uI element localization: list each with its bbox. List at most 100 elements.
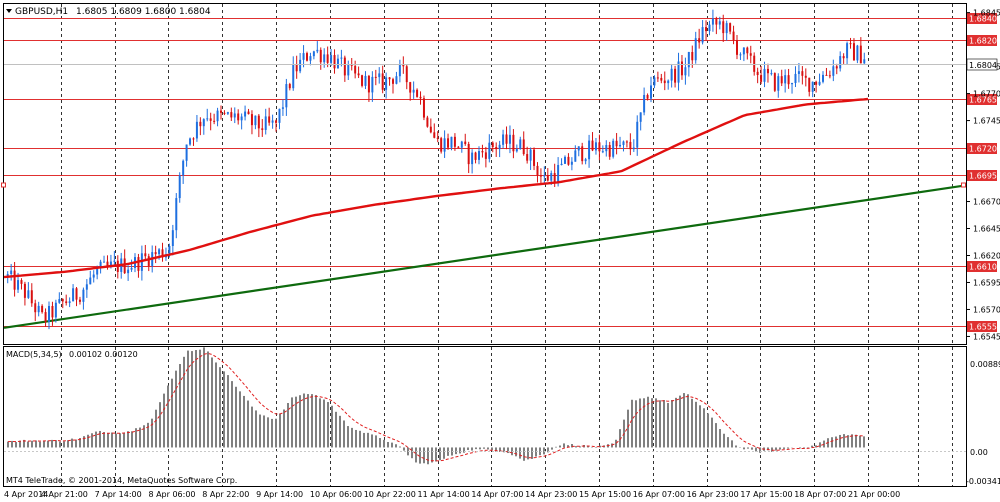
candle-body bbox=[828, 75, 831, 77]
candle-body bbox=[168, 245, 171, 255]
price-tick-label: 1.6745 bbox=[973, 117, 1000, 126]
candle-body bbox=[113, 260, 116, 262]
candle-body bbox=[763, 68, 766, 82]
level-anchor-left[interactable] bbox=[1, 182, 6, 188]
level-price-box bbox=[967, 35, 997, 46]
candle-body bbox=[347, 64, 350, 76]
candle-body bbox=[539, 175, 542, 177]
candle-body bbox=[433, 132, 436, 138]
candle-body bbox=[753, 55, 756, 72]
candle-body bbox=[436, 137, 439, 139]
candle-body bbox=[481, 151, 484, 153]
candle-body bbox=[605, 145, 608, 152]
candle-body bbox=[822, 74, 824, 82]
price-tick-label: 1.6670 bbox=[973, 198, 1000, 207]
candle-body bbox=[484, 152, 487, 159]
candle-body bbox=[619, 144, 622, 147]
candle-body bbox=[601, 151, 604, 153]
candle-body bbox=[471, 152, 474, 165]
candle-body bbox=[416, 89, 419, 97]
candle-body bbox=[233, 113, 236, 118]
candle-body bbox=[51, 305, 54, 318]
candle-body bbox=[58, 299, 61, 303]
candle-body bbox=[629, 141, 632, 150]
level-price-label: 1.6555 bbox=[969, 323, 997, 332]
level-price-box bbox=[967, 143, 997, 154]
candle-body bbox=[656, 77, 659, 79]
candle-body bbox=[643, 94, 646, 113]
candle-body bbox=[591, 140, 594, 151]
macd-label: MACD(5,34,5) bbox=[6, 350, 62, 359]
candle-body bbox=[536, 165, 539, 176]
level-anchor-right[interactable] bbox=[961, 182, 966, 188]
candle-body bbox=[508, 134, 511, 144]
candle-body bbox=[794, 73, 797, 84]
candle-body bbox=[687, 51, 690, 68]
candle-body bbox=[639, 112, 642, 122]
candle-body bbox=[694, 38, 697, 61]
macd-pane-frame bbox=[3, 346, 967, 487]
candle-body bbox=[285, 84, 288, 108]
candle-body bbox=[361, 75, 364, 86]
ma-line bbox=[3, 97, 869, 279]
level-price-label: 1.6720 bbox=[969, 145, 997, 154]
candle-body bbox=[41, 305, 44, 313]
symbol-dropdown-icon[interactable] bbox=[6, 9, 12, 13]
candle-body bbox=[82, 289, 85, 302]
candle-body bbox=[405, 66, 408, 83]
candle-body bbox=[698, 38, 701, 43]
candle-body bbox=[54, 302, 57, 318]
candle-body bbox=[650, 85, 652, 99]
candle-body bbox=[859, 45, 862, 64]
candle-body bbox=[65, 301, 68, 304]
candle-body bbox=[512, 134, 515, 152]
time-tick-label: 14 Apr 07:00 bbox=[471, 490, 523, 499]
candle-body bbox=[529, 149, 532, 161]
candle-body bbox=[577, 146, 580, 151]
candle-body bbox=[429, 126, 432, 133]
candle-body bbox=[343, 57, 346, 76]
candle-body bbox=[773, 73, 776, 91]
candle-body bbox=[804, 75, 807, 78]
candle-body bbox=[127, 269, 130, 274]
candle-body bbox=[670, 68, 673, 81]
candle-body bbox=[123, 258, 126, 274]
candle-body bbox=[185, 144, 188, 161]
candle-body bbox=[533, 149, 536, 166]
candle-body bbox=[171, 230, 174, 246]
candle-body bbox=[835, 66, 838, 69]
level-price-label: 1.6695 bbox=[969, 172, 997, 181]
time-tick-label: 17 Apr 15:00 bbox=[740, 490, 792, 499]
candle-body bbox=[732, 31, 735, 41]
candle-body bbox=[498, 144, 501, 150]
candle-body bbox=[378, 73, 381, 78]
trendline[interactable] bbox=[3, 184, 967, 329]
candle-body bbox=[257, 115, 260, 129]
candle-body bbox=[306, 53, 308, 61]
candle-body bbox=[567, 156, 570, 165]
candle-body bbox=[622, 141, 625, 145]
candle-body bbox=[711, 18, 714, 25]
candle-body bbox=[849, 43, 852, 45]
candle-body bbox=[409, 82, 412, 93]
candle-body bbox=[395, 76, 398, 84]
candle-body bbox=[96, 268, 99, 275]
price-tick-label: 1.6595 bbox=[973, 278, 1000, 287]
horizontal-levels: 1.6840 1.6820 1.6765 1.6720 1.6695 1.6610 1.65… bbox=[4, 13, 997, 332]
ohlc-values: 1.6805 1.6809 1.6800 1.6804 bbox=[76, 7, 211, 17]
candle-body bbox=[791, 83, 794, 85]
candle-body bbox=[147, 256, 150, 266]
candle-body bbox=[240, 116, 243, 121]
candle-body bbox=[760, 75, 763, 82]
moving-average bbox=[3, 97, 869, 279]
candle-body bbox=[37, 305, 40, 313]
time-tick-label: 8 Apr 06:00 bbox=[148, 490, 195, 499]
candle-body bbox=[598, 142, 601, 152]
macd-signal-line bbox=[7, 352, 865, 462]
candle-body bbox=[103, 261, 106, 263]
candle-body bbox=[281, 107, 284, 109]
candle-body bbox=[75, 288, 78, 300]
candle-body bbox=[718, 21, 721, 25]
candle-body bbox=[787, 75, 790, 85]
